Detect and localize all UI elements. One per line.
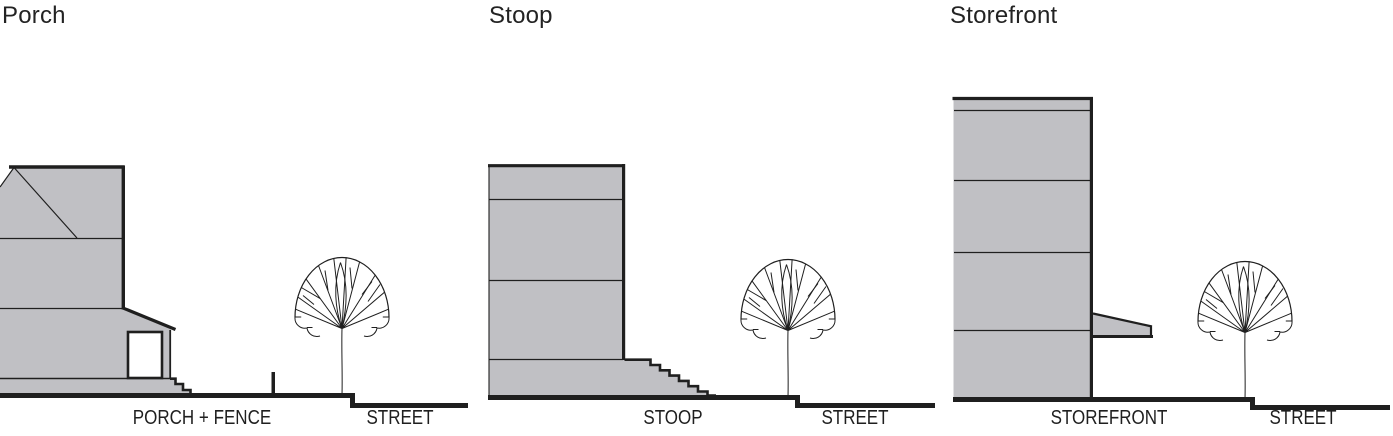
porch-gable-lines [0, 167, 78, 239]
storefront-awning [1093, 313, 1152, 336]
storefront-building-outline [952, 96, 1093, 399]
panel-title-porch: Porch [2, 2, 66, 29]
storefront-floor-lines [954, 109, 1090, 332]
porch-building-outline [9, 165, 125, 310]
fence-post [271, 372, 275, 395]
street-label-porch: STREET [366, 407, 434, 429]
ground-and-curb [953, 397, 1390, 410]
porch-door [126, 330, 164, 380]
tree-icon [740, 258, 836, 398]
stoop-building [489, 164, 716, 398]
porch-roof-line [121, 306, 177, 331]
stoop-section [488, 164, 935, 408]
porch-section [0, 165, 468, 408]
ground-and-curb [488, 395, 935, 408]
stoop-steps-outline [624, 358, 716, 397]
tree-icon [294, 256, 390, 396]
street-label-stoop: STREET [821, 407, 889, 429]
storefront-awning-outline [1092, 312, 1153, 336]
stoop-building-outline [488, 164, 626, 360]
storefront-building [953, 97, 1092, 399]
tree-icon [1197, 260, 1293, 400]
frontage-label-stoop: STOOP [643, 407, 703, 429]
panel-title-storefront: Storefront [950, 2, 1058, 29]
frontage-label-porch: PORCH + FENCE [132, 407, 272, 429]
panel-title-stoop: Stoop [489, 2, 553, 29]
street-label-storefront: STREET [1269, 407, 1337, 429]
ground-and-curb [0, 393, 468, 408]
storefront-section [952, 96, 1390, 410]
stoop-floor-lines [489, 198, 623, 361]
frontage-label-storefront: STOREFRONT [1050, 407, 1168, 429]
porch-steps-outline [170, 377, 192, 396]
porch-floor-lines [0, 237, 123, 310]
